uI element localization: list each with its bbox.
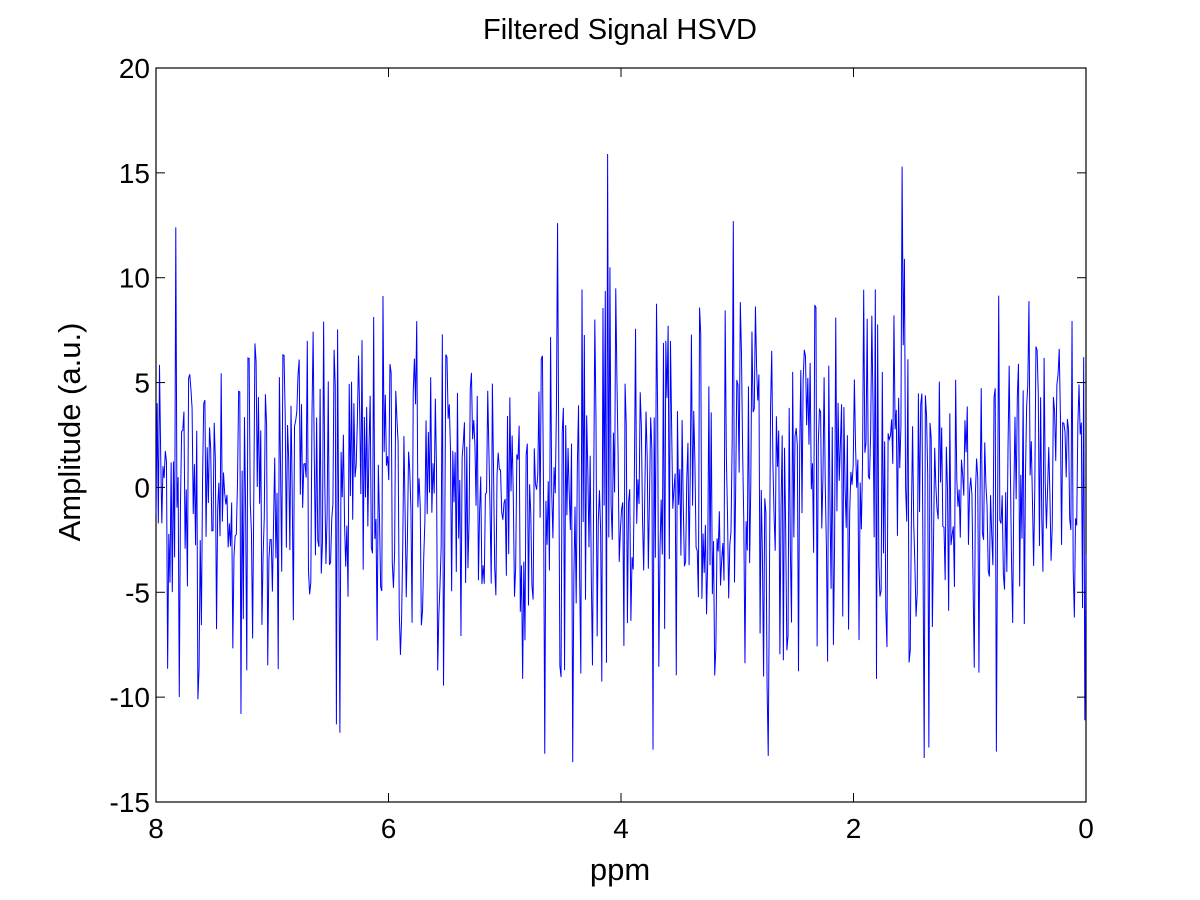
- x-axis-label: ppm: [590, 852, 650, 887]
- y-tick-label: 5: [134, 368, 150, 399]
- y-tick-label: 15: [119, 158, 150, 189]
- y-tick-label: 20: [119, 53, 150, 84]
- y-axis: 20 15 10 5 0 -5 -10 -15: [110, 53, 1086, 818]
- x-tick-label: 4: [613, 813, 629, 844]
- x-axis: 8 6 4 2 0: [148, 68, 1094, 844]
- signal-line: [155, 153, 1087, 763]
- chart-title: Filtered Signal HSVD: [483, 14, 757, 46]
- y-tick-label: 10: [119, 263, 150, 294]
- y-tick-label: -10: [110, 682, 150, 713]
- x-tick-label: 2: [846, 813, 862, 844]
- x-tick-label: 8: [148, 813, 164, 844]
- y-tick-label: -5: [125, 577, 150, 608]
- x-tick-label: 6: [381, 813, 397, 844]
- y-axis-label: Amplitude (a.u.): [52, 323, 87, 542]
- x-tick-label: 0: [1078, 813, 1094, 844]
- y-tick-label: -15: [110, 787, 150, 818]
- y-tick-label: 0: [134, 472, 150, 503]
